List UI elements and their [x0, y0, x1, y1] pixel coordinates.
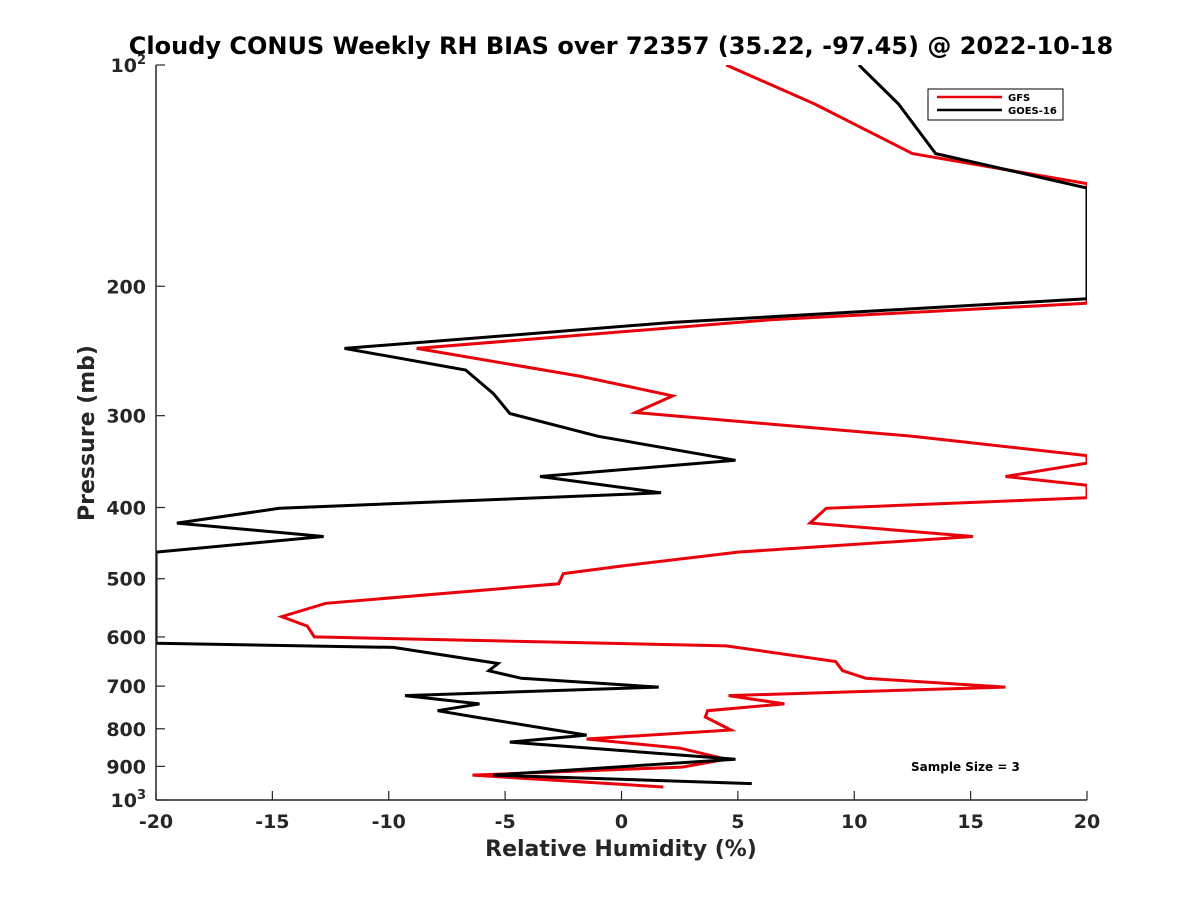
y-tick-label: 500	[106, 569, 146, 591]
y-tick-label: 600	[106, 627, 146, 649]
y-tick-label: 103	[111, 788, 147, 812]
legend: GFS GOES-16	[927, 88, 1064, 121]
x-tick-label: 20	[1074, 811, 1100, 833]
x-tick-label: 0	[615, 811, 628, 833]
legend-label-goes16: GOES-16	[1008, 106, 1057, 117]
x-tick-label: -5	[495, 811, 516, 833]
legend-box	[927, 88, 1064, 121]
y-tick-label: 300	[106, 406, 146, 428]
sample-size-annotation: Sample Size = 3	[911, 760, 1020, 774]
series-line-goes16	[156, 65, 1087, 786]
y-tick-label: 400	[106, 498, 146, 520]
y-axis-ticks: 102 200 300 400 500 600 700 800 900 103	[106, 53, 165, 812]
y-tick-label: 700	[106, 676, 146, 698]
y-tick-label: 102	[111, 53, 147, 77]
series-line-gfs	[276, 65, 1087, 789]
series-layer	[156, 65, 1087, 789]
y-axis-label: Pressure (mb)	[75, 345, 100, 521]
y-tick-label: 800	[106, 719, 146, 741]
x-tick-label: 10	[841, 811, 867, 833]
x-tick-label: -20	[139, 811, 173, 833]
y-tick-label: 200	[106, 276, 146, 298]
x-tick-label: -10	[372, 811, 406, 833]
y-tick-label: 900	[106, 756, 146, 778]
x-tick-label: -15	[255, 811, 289, 833]
x-tick-label: 5	[731, 811, 744, 833]
chart-title: Cloudy CONUS Weekly RH BIAS over 72357 (…	[129, 32, 1113, 60]
x-axis-label: Relative Humidity (%)	[485, 837, 757, 862]
legend-label-gfs: GFS	[1008, 93, 1030, 104]
x-tick-label: 15	[957, 811, 983, 833]
x-axis-ticks: -20 -15 -10 -5 0 5 10 15 20	[139, 791, 1100, 833]
